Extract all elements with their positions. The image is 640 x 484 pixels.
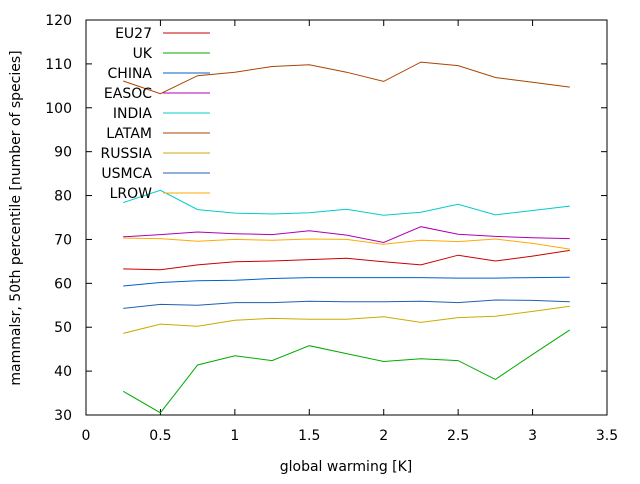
y-tick-label: 80: [54, 189, 72, 205]
series-lines: [122, 61, 571, 414]
series-line-lrow: [123, 237, 570, 250]
legend-label-easoc: EASOC: [104, 86, 152, 102]
series-line-uk: [122, 329, 571, 414]
series-line-china: [123, 276, 570, 287]
series-line-latam: [123, 61, 570, 95]
y-tick-label: 60: [54, 276, 72, 292]
legend: EU27 UK CHINA EASOC INDIA LATAM RUSSIA USMCA LRO…: [101, 26, 210, 202]
y-tick-label: 70: [54, 232, 72, 248]
legend-label-india: INDIA: [113, 106, 153, 122]
x-axis: 0 0.5 1 1.5 2 2.5 3 3.5: [82, 20, 618, 444]
y-tick-label: 40: [54, 364, 72, 380]
legend-label-china: CHINA: [108, 66, 153, 82]
legend-label-usmca: USMCA: [101, 166, 152, 182]
y-tick-label: 50: [54, 320, 72, 336]
series-line-eu27: [123, 249, 570, 271]
legend-label-eu27: EU27: [115, 26, 152, 42]
x-tick-label: 3: [528, 428, 537, 444]
y-tick-label: 120: [45, 13, 72, 29]
y-tick-label: 100: [45, 101, 72, 117]
series-line-russia: [123, 305, 570, 334]
x-axis-label: global warming [K]: [280, 459, 413, 475]
legend-label-uk: UK: [133, 46, 153, 62]
x-tick-label: 2: [379, 428, 388, 444]
y-tick-label: 110: [45, 57, 72, 73]
y-tick-label: 90: [54, 145, 72, 161]
y-tick-label: 30: [54, 408, 72, 424]
series-line-india: [123, 189, 570, 216]
plot-frame: [85, 19, 608, 416]
series-line-easoc: [123, 226, 570, 244]
legend-label-latam: LATAM: [106, 126, 152, 142]
x-tick-label: 2.5: [447, 428, 469, 444]
x-tick-label: 0.5: [149, 428, 171, 444]
legend-label-lrow: LROW: [110, 186, 153, 202]
legend-label-russia: RUSSIA: [101, 146, 153, 162]
y-axis: 30 40 50 60 70 80 90 100 110 120: [45, 13, 607, 424]
x-tick-label: 1: [230, 428, 239, 444]
x-tick-label: 3.5: [596, 428, 618, 444]
y-axis-label: mammalsr, 50th percentile [number of spe…: [8, 50, 24, 385]
x-tick-label: 1.5: [298, 428, 320, 444]
series-line-usmca: [123, 299, 570, 309]
x-tick-label: 0: [82, 428, 91, 444]
